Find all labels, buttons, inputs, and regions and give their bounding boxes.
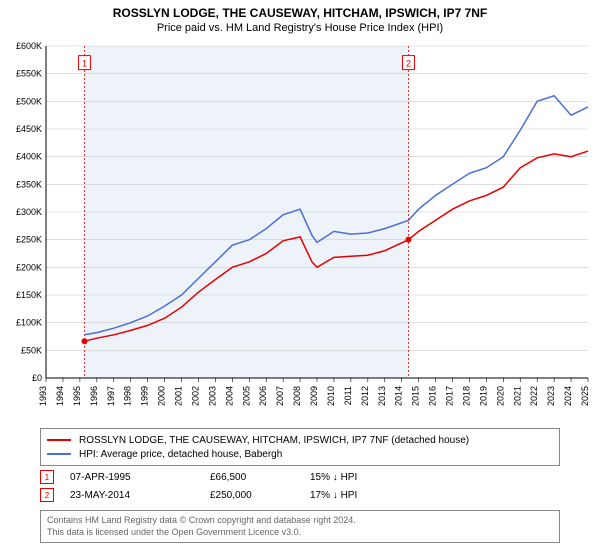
footer-line: This data is licensed under the Open Gov… — [47, 527, 553, 539]
transaction-table: 1 07-APR-1995 £66,500 15% ↓ HPI 2 23-MAY… — [40, 468, 560, 504]
svg-text:2006: 2006 — [258, 386, 268, 406]
marker-badge: 2 — [40, 488, 54, 502]
svg-text:2: 2 — [406, 59, 411, 69]
svg-text:£150K: £150K — [16, 290, 42, 300]
svg-text:2023: 2023 — [546, 386, 556, 406]
svg-text:£100K: £100K — [16, 318, 42, 328]
marker-badge: 1 — [40, 470, 54, 484]
chart-titles: ROSSLYN LODGE, THE CAUSEWAY, HITCHAM, IP… — [0, 0, 600, 34]
svg-text:2022: 2022 — [529, 386, 539, 406]
svg-text:1997: 1997 — [106, 386, 116, 406]
svg-text:£250K: £250K — [16, 235, 42, 245]
legend: ROSSLYN LODGE, THE CAUSEWAY, HITCHAM, IP… — [40, 428, 560, 466]
svg-text:1999: 1999 — [140, 386, 150, 406]
table-row: 2 23-MAY-2014 £250,000 17% ↓ HPI — [40, 486, 560, 504]
legend-swatch — [47, 439, 71, 441]
footer-line: Contains HM Land Registry data © Crown c… — [47, 515, 553, 527]
svg-text:2018: 2018 — [461, 386, 471, 406]
svg-text:£200K: £200K — [16, 262, 42, 272]
svg-text:£400K: £400K — [16, 152, 42, 162]
svg-text:£600K: £600K — [16, 41, 42, 51]
svg-text:1995: 1995 — [72, 386, 82, 406]
svg-text:£500K: £500K — [16, 96, 42, 106]
svg-text:2010: 2010 — [326, 386, 336, 406]
table-row: 1 07-APR-1995 £66,500 15% ↓ HPI — [40, 468, 560, 486]
svg-text:2016: 2016 — [428, 386, 438, 406]
svg-text:2011: 2011 — [343, 386, 353, 405]
svg-text:2001: 2001 — [174, 386, 184, 406]
svg-text:£300K: £300K — [16, 207, 42, 217]
svg-text:2009: 2009 — [309, 386, 319, 406]
chart-container: ROSSLYN LODGE, THE CAUSEWAY, HITCHAM, IP… — [0, 0, 600, 560]
svg-text:2013: 2013 — [377, 386, 387, 406]
svg-text:£0: £0 — [32, 373, 42, 383]
txn-pct: 17% ↓ HPI — [310, 490, 390, 501]
legend-row: ROSSLYN LODGE, THE CAUSEWAY, HITCHAM, IP… — [47, 433, 553, 447]
svg-text:2015: 2015 — [411, 386, 421, 406]
svg-text:£550K: £550K — [16, 69, 42, 79]
svg-text:2017: 2017 — [445, 386, 455, 406]
svg-text:1994: 1994 — [55, 386, 65, 406]
svg-text:£350K: £350K — [16, 179, 42, 189]
svg-text:£50K: £50K — [21, 345, 42, 355]
svg-text:2002: 2002 — [190, 386, 200, 406]
txn-pct: 15% ↓ HPI — [310, 472, 390, 483]
svg-text:2021: 2021 — [512, 386, 522, 406]
svg-text:2008: 2008 — [292, 386, 302, 406]
chart-subtitle: Price paid vs. HM Land Registry's House … — [0, 22, 600, 34]
svg-text:1996: 1996 — [89, 386, 99, 406]
legend-swatch — [47, 453, 71, 455]
txn-price: £250,000 — [210, 490, 310, 501]
txn-date: 23-MAY-2014 — [70, 490, 210, 501]
svg-text:2025: 2025 — [580, 386, 590, 406]
svg-text:2007: 2007 — [275, 386, 285, 406]
svg-text:2003: 2003 — [207, 386, 217, 406]
chart-area: £0 £50K £100K £150K £200K £250K £300K £350K £400… — [0, 40, 600, 420]
svg-text:2014: 2014 — [394, 386, 404, 406]
svg-text:1998: 1998 — [123, 386, 133, 406]
chart-svg: £0 £50K £100K £150K £200K £250K £300K £350K £400… — [0, 40, 600, 420]
svg-text:2000: 2000 — [157, 386, 167, 406]
txn-price: £66,500 — [210, 472, 310, 483]
footer-attribution: Contains HM Land Registry data © Crown c… — [40, 510, 560, 543]
svg-text:2012: 2012 — [360, 386, 370, 406]
svg-text:1993: 1993 — [38, 386, 48, 406]
legend-row: HPI: Average price, detached house, Babe… — [47, 447, 553, 461]
svg-text:2019: 2019 — [478, 386, 488, 406]
legend-label: ROSSLYN LODGE, THE CAUSEWAY, HITCHAM, IP… — [79, 435, 469, 446]
svg-text:2024: 2024 — [563, 386, 573, 406]
legend-label: HPI: Average price, detached house, Babe… — [79, 449, 282, 460]
txn-date: 07-APR-1995 — [70, 472, 210, 483]
svg-text:2005: 2005 — [241, 386, 251, 406]
svg-text:£450K: £450K — [16, 124, 42, 134]
svg-text:2020: 2020 — [495, 386, 505, 406]
chart-title: ROSSLYN LODGE, THE CAUSEWAY, HITCHAM, IP… — [0, 6, 600, 20]
svg-text:2004: 2004 — [224, 386, 234, 406]
svg-text:1: 1 — [82, 59, 87, 69]
